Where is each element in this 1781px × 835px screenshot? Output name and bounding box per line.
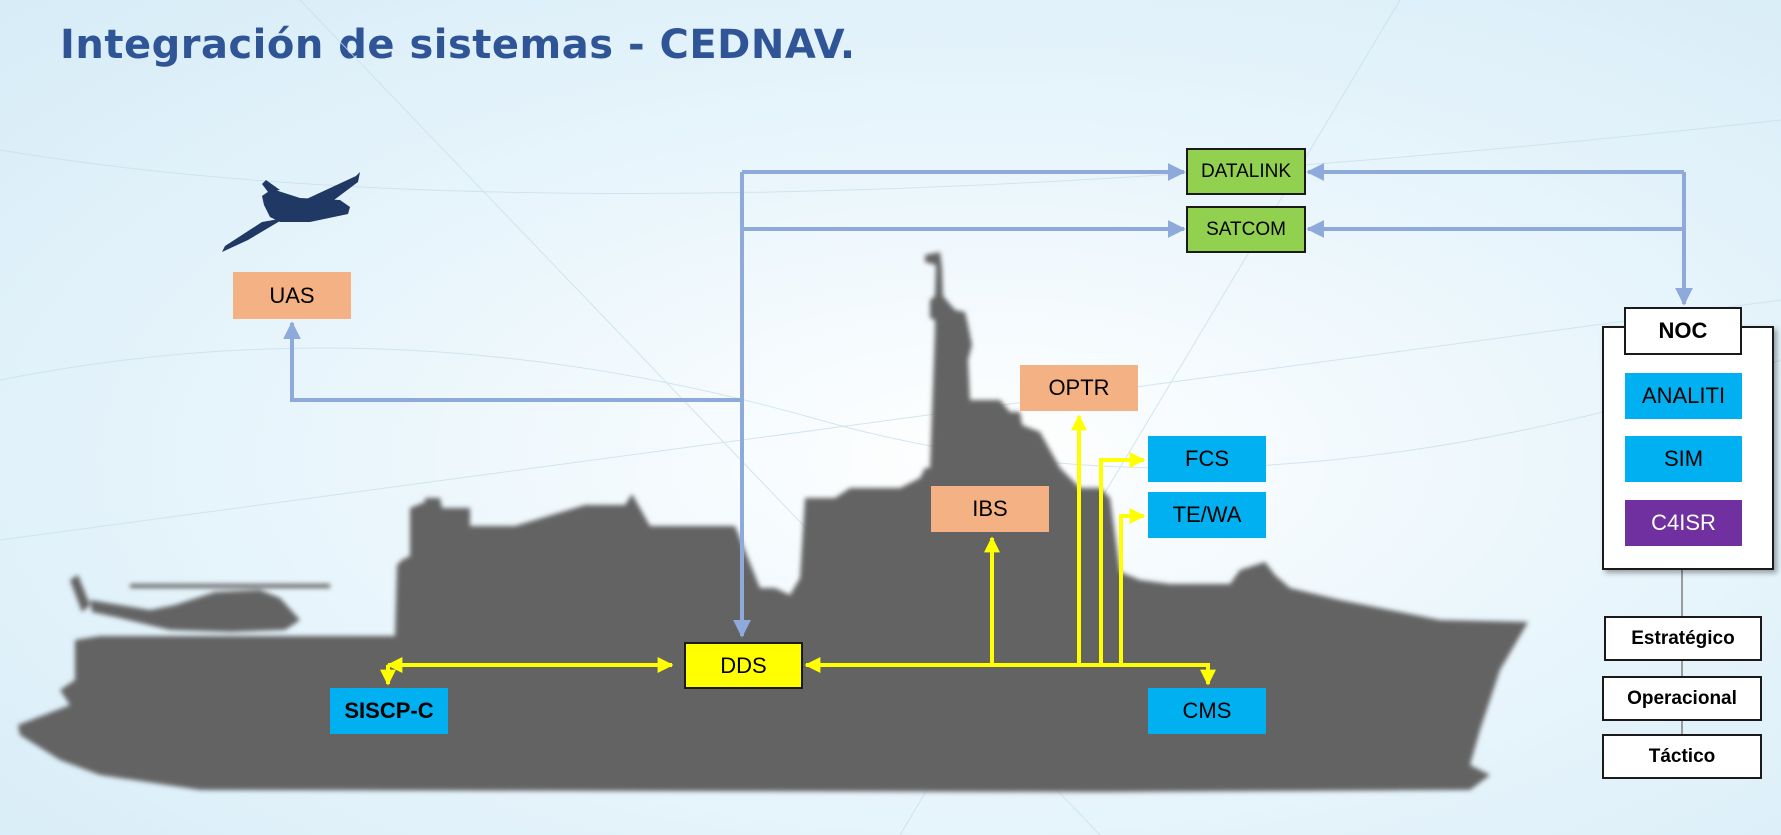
noc-item-analiti[interactable]: ANALITI bbox=[1625, 373, 1742, 419]
noc-title[interactable]: NOC bbox=[1624, 307, 1742, 355]
tewa-node[interactable]: TE/WA bbox=[1148, 492, 1266, 538]
ibs-node[interactable]: IBS bbox=[931, 486, 1049, 532]
uas-node[interactable]: UAS bbox=[233, 272, 351, 319]
noc-item-sim[interactable]: SIM bbox=[1625, 436, 1742, 482]
datalink-node[interactable]: DATALINK bbox=[1186, 148, 1306, 195]
cms-node[interactable]: CMS bbox=[1148, 688, 1266, 734]
level-tactico[interactable]: Táctico bbox=[1602, 734, 1762, 779]
yellow-links bbox=[380, 414, 1216, 686]
uav-drone-icon bbox=[222, 172, 360, 252]
optr-node[interactable]: OPTR bbox=[1020, 365, 1138, 411]
ship-silhouette bbox=[18, 252, 1528, 792]
dds-node[interactable]: DDS bbox=[684, 642, 803, 689]
siscp-node[interactable]: SISCP-C bbox=[330, 688, 448, 734]
satcom-node[interactable]: SATCOM bbox=[1186, 206, 1306, 253]
page-title: Integración de sistemas - CEDNAV. bbox=[60, 22, 856, 68]
fcs-node[interactable]: FCS bbox=[1148, 436, 1266, 482]
level-operacional[interactable]: Operacional bbox=[1602, 676, 1762, 721]
blue-links bbox=[283, 163, 1693, 638]
level-estrategico[interactable]: Estratégico bbox=[1604, 616, 1762, 661]
noc-item-c4isr[interactable]: C4ISR bbox=[1625, 500, 1742, 546]
